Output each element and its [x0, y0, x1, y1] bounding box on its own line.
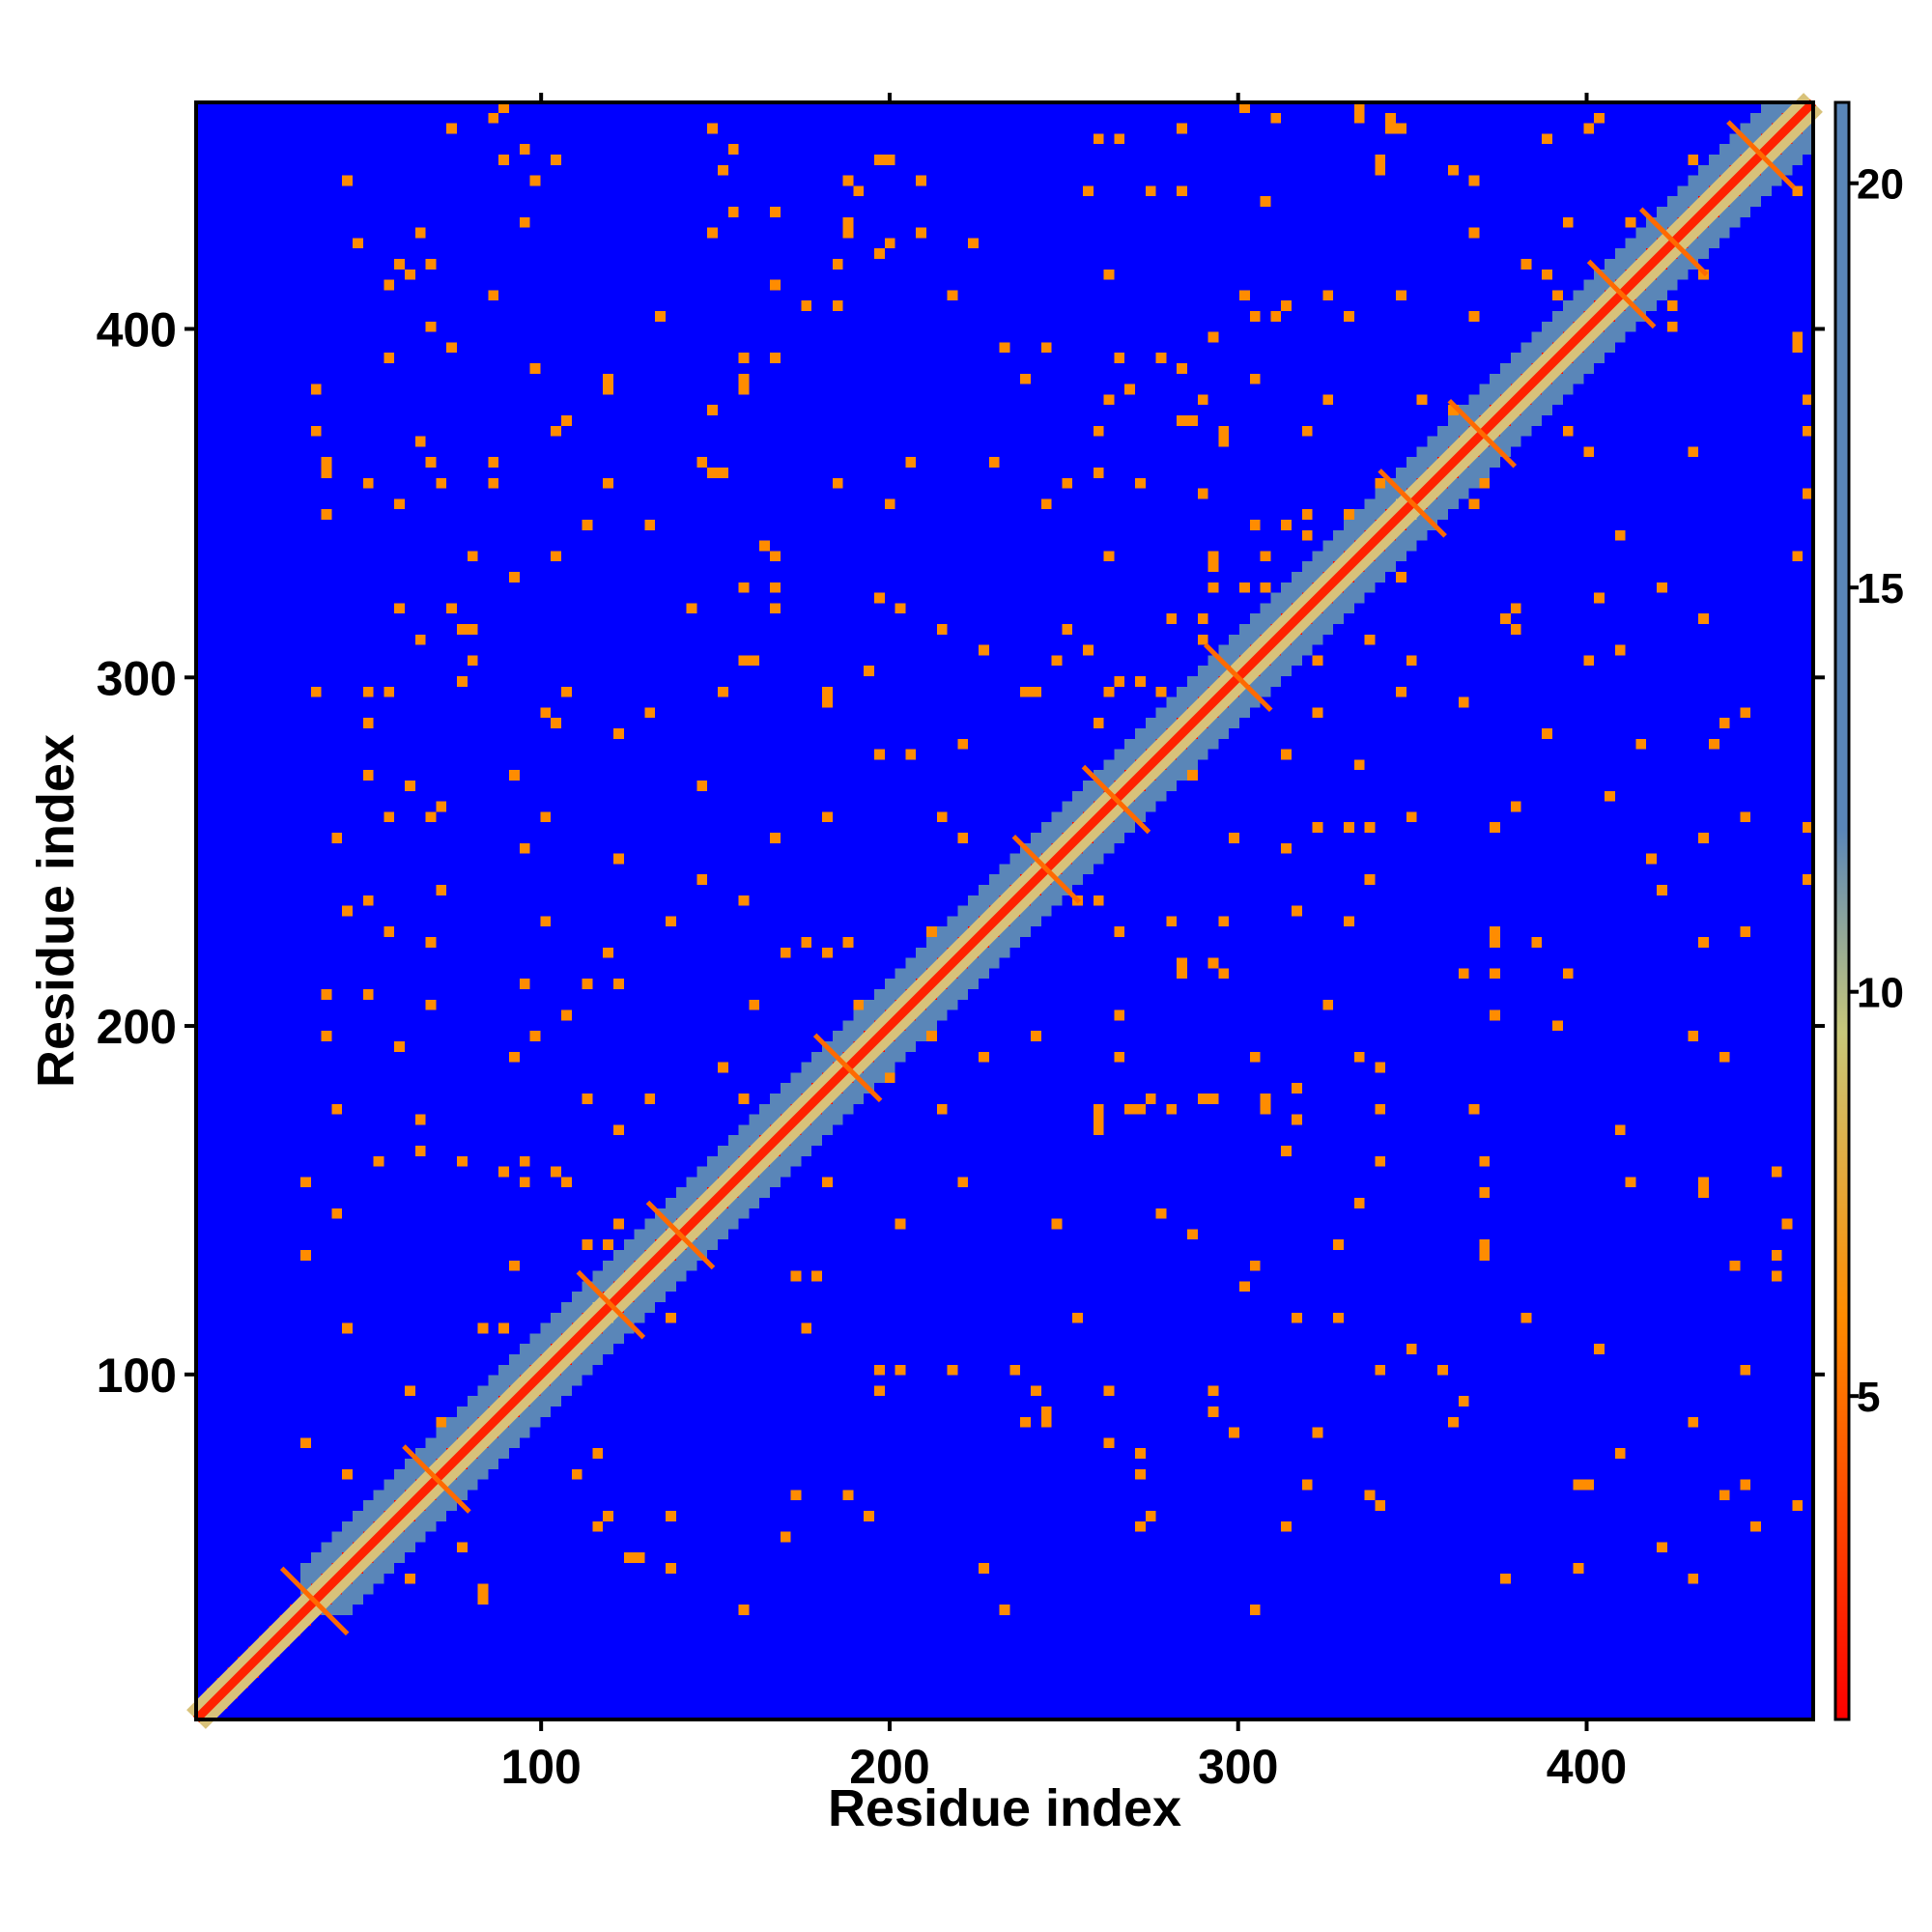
x-tick-label: 200: [849, 1740, 929, 1794]
x-axis: 100 200 300 400: [500, 93, 1627, 1794]
colorbar-ticks: 5 10 15 20: [1849, 161, 1904, 1421]
contact-cross: [1586, 259, 1657, 329]
contact-cross: [1081, 764, 1151, 835]
diagonal-line: [192, 99, 1817, 1723]
colorbar-tick-label: 15: [1857, 565, 1904, 612]
x-tick-label: 300: [1198, 1740, 1278, 1794]
colorbar-gradient: [1833, 100, 1851, 1721]
y-axis-title: Residue index: [27, 734, 85, 1088]
contact-cross: [812, 1033, 883, 1103]
contact-cross: [1203, 642, 1273, 713]
contact-cross: [645, 1200, 716, 1270]
colorbar-tick-label: 10: [1857, 970, 1904, 1017]
contact-cross: [402, 1444, 471, 1514]
diagonal-band: [186, 93, 1823, 1729]
contact-cross: [1726, 120, 1796, 189]
x-axis-title: Residue index: [828, 1779, 1181, 1837]
y-axis: 100 200 300 400: [97, 303, 1825, 1403]
contact-cross: [1378, 469, 1447, 538]
contact-cross: [1638, 207, 1709, 277]
contact-cross: [576, 1269, 646, 1340]
y-tick-label: 100: [97, 1349, 177, 1403]
contact-cross: [1011, 834, 1082, 904]
colorbar-tick-label: 5: [1857, 1374, 1880, 1421]
contact-cross: [279, 1566, 350, 1636]
contact-cross: [1447, 398, 1518, 469]
y-tick-label: 300: [97, 651, 177, 705]
colorbar: 5 10 15 20: [1833, 100, 1904, 1721]
y-tick-label: 200: [97, 1000, 177, 1054]
plot-frame: [194, 100, 1815, 1721]
x-tick-label: 100: [500, 1740, 581, 1794]
colorbar-tick-label: 20: [1857, 161, 1904, 209]
y-tick-label: 400: [97, 303, 177, 357]
x-tick-label: 400: [1547, 1740, 1627, 1794]
